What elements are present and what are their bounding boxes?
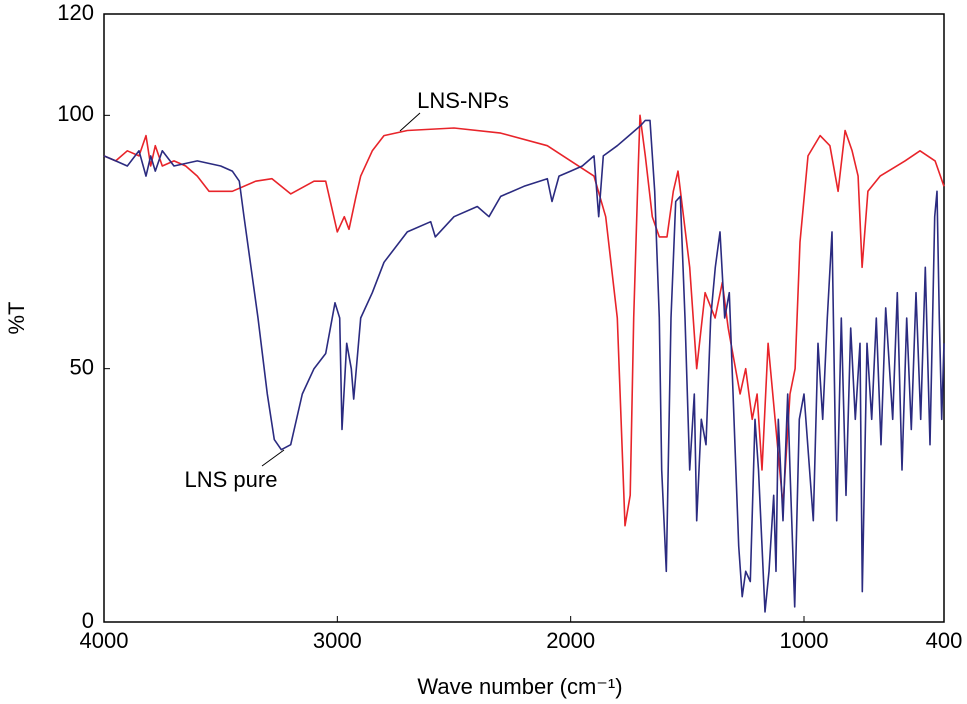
y-tick-label: 120 (57, 0, 94, 25)
y-tick-label: 50 (70, 354, 94, 379)
plot-area (103, 114, 945, 613)
data-line (103, 119, 945, 613)
x-tick-label: 4000 (80, 628, 129, 653)
y-tick-label: 0 (82, 608, 94, 633)
x-tick-label: 3000 (313, 628, 362, 653)
y-axis-label: %T (4, 302, 29, 335)
data-line (103, 114, 945, 527)
annotation: LNS pure (185, 467, 278, 492)
annotation-leader (399, 112, 421, 132)
annotation: LNS-NPs (417, 88, 509, 113)
x-tick-label: 2000 (546, 628, 595, 653)
x-tick-label: 400 (926, 628, 963, 653)
y-tick-label: 100 (57, 101, 94, 126)
annotation-leader (261, 449, 285, 467)
x-axis-label: Wave number (cm⁻¹) (417, 674, 622, 699)
x-tick-label: 1000 (780, 628, 829, 653)
plot-frame (103, 13, 945, 623)
